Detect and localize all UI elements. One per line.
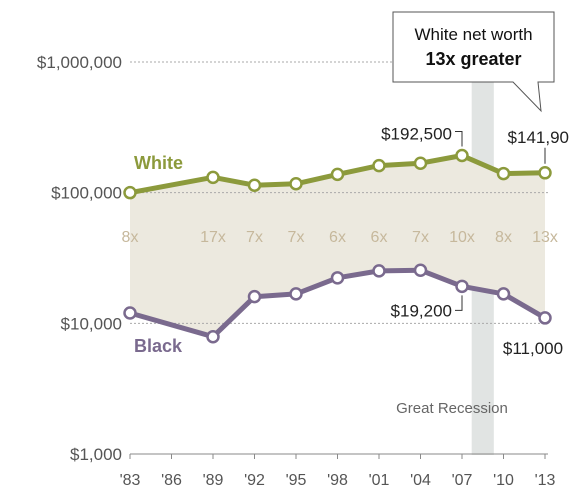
ratio-label: 10x [449,229,475,246]
ratio-label: 17x [200,229,226,246]
x-tick-label: '89 [203,472,224,489]
y-tick-label: $1,000,000 [37,53,122,72]
x-tick-label: '10 [493,472,514,489]
ratio-label: 7x [288,229,305,246]
x-tick-label: '92 [244,472,265,489]
black-series-point [372,264,386,278]
black-series-line [129,267,547,340]
callout-line1: White net worth [414,25,532,44]
x-tick-label: '01 [369,472,390,489]
white-series-point [372,158,386,173]
white-series-point [455,148,469,163]
y-tick-label: $1,000 [70,445,122,464]
black-series-point [496,287,511,301]
series-label-black: Black [134,336,183,356]
value-label: $192,500 [381,125,452,144]
black-series-point [289,287,303,301]
callout-line2: 13x greater [425,49,521,69]
x-tick-label: '83 [120,472,141,489]
black-series-point [206,329,220,344]
x-tick-label: '04 [410,472,431,489]
x-tick-label: '13 [535,472,556,489]
gap-area [130,155,545,337]
value-leader [455,131,463,147]
black-series-point [413,263,428,277]
x-tick-label: '95 [286,472,307,489]
ratio-label: 6x [329,229,346,246]
black-series-point [538,311,552,325]
black-series-point [455,279,469,294]
ratio-label: 7x [412,229,429,246]
white-series-point [538,166,552,180]
callout-box [392,11,555,113]
white-series-point [123,185,137,200]
black-series-point [330,271,345,285]
value-label: $11,000 [503,339,563,358]
white-series-point [413,156,428,170]
ratio-label: 8x [122,229,139,246]
ratio-label: 8x [495,229,512,246]
y-tick-label: $10,000 [61,314,122,333]
series-label-white: White [134,153,183,173]
x-tick-label: '98 [327,472,348,489]
value-label: $19,200 [391,301,452,320]
ratio-label: 13x [532,229,558,246]
white-series-point [330,167,345,182]
recession-label: Great Recession [396,400,508,417]
x-tick-label: '07 [452,472,473,489]
black-series-point [247,289,262,304]
value-label: $141,900 [508,128,569,147]
white-series-point [289,177,303,191]
y-tick-label: $100,000 [51,184,122,203]
ratio-label: 7x [246,229,263,246]
ratio-label: 6x [371,229,388,246]
white-series-point [496,166,511,181]
white-series-line [129,153,546,196]
black-series-point [123,306,137,320]
x-tick-label: '86 [161,472,182,489]
value-leader [455,295,463,311]
white-series-point [247,178,262,192]
white-series-point [206,170,220,185]
